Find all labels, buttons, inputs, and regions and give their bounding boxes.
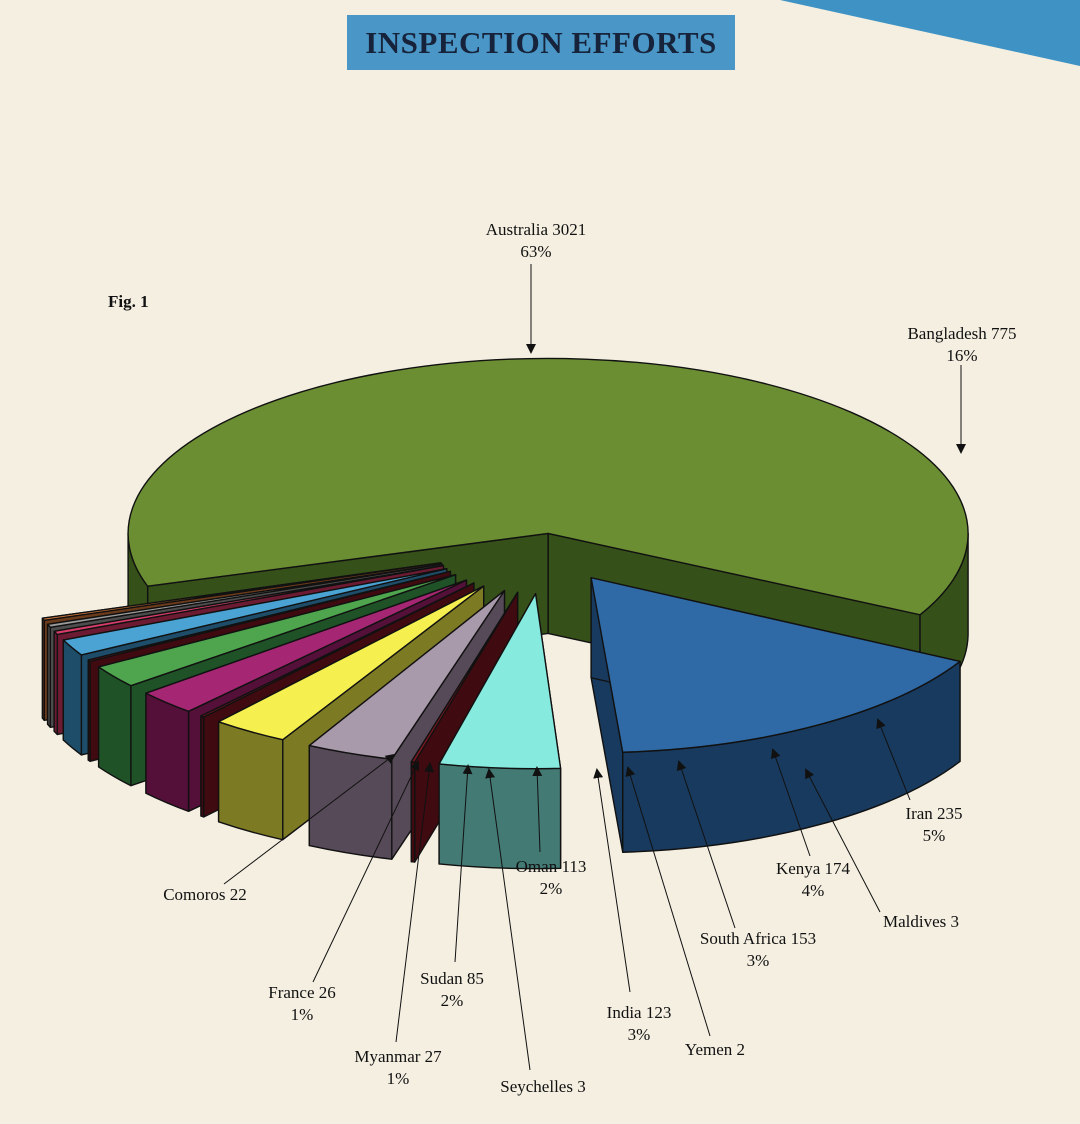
leader-arrow bbox=[593, 768, 631, 993]
slice-label-south-africa: South Africa 153 3% bbox=[676, 760, 816, 970]
slice-label-text: Myanmar 27 bbox=[354, 1047, 442, 1066]
slice-label-sudan: Sudan 85 2% bbox=[420, 764, 484, 1010]
slice-top bbox=[590, 577, 961, 753]
slice-label-comoros: Comoros 22 bbox=[163, 753, 396, 904]
slice-label-text: India 123 bbox=[607, 1003, 672, 1022]
slice-top bbox=[46, 563, 443, 628]
figure-label: Fig. 1 bbox=[108, 292, 149, 311]
slice-label-seychelles: Seychelles 3 bbox=[485, 768, 586, 1096]
slice-top bbox=[62, 567, 448, 656]
slice-label-myanmar: Myanmar 27 1% bbox=[354, 762, 442, 1088]
leader-arrow bbox=[805, 768, 881, 913]
slice-top bbox=[87, 570, 452, 662]
leader-arrow bbox=[454, 764, 473, 963]
slice-rim bbox=[46, 623, 52, 728]
slice-rim bbox=[410, 760, 416, 863]
corner-decoration bbox=[780, 0, 1080, 66]
slice-label-maldives: Maldives 3 bbox=[805, 768, 959, 931]
slice-percent-text: 1% bbox=[387, 1069, 410, 1088]
slice-label-text: Seychelles 3 bbox=[500, 1077, 585, 1096]
slice-label-text: Kenya 174 bbox=[776, 859, 851, 878]
leader-arrow bbox=[395, 762, 434, 1043]
slice-percent-text: 63% bbox=[520, 242, 551, 261]
leader-arrow bbox=[625, 766, 711, 1037]
leader-arrow bbox=[223, 753, 396, 885]
slice-label-oman: Oman 113 2% bbox=[516, 766, 587, 898]
slice-label-kenya: Kenya 174 4% bbox=[770, 748, 851, 900]
slice-top bbox=[200, 582, 475, 718]
page-title: INSPECTION EFFORTS bbox=[365, 24, 717, 60]
slice-percent-text: 2% bbox=[540, 879, 563, 898]
slice-rim bbox=[87, 659, 91, 762]
slice-top bbox=[97, 573, 457, 687]
slice-percent-text: 2% bbox=[441, 991, 464, 1010]
slice-label-yemen: Yemen 2 bbox=[625, 766, 745, 1059]
slice-label-text: Bangladesh 775 bbox=[907, 324, 1016, 343]
slice-label-text: Oman 113 bbox=[516, 857, 587, 876]
slice-top bbox=[217, 585, 485, 741]
leader-arrow bbox=[532, 766, 543, 853]
slice-top bbox=[438, 592, 562, 770]
slice-top bbox=[41, 562, 442, 622]
slice-percent-text: 4% bbox=[802, 881, 825, 900]
slice-rim bbox=[41, 617, 45, 722]
slice-percent-text: 16% bbox=[946, 346, 977, 365]
slice-top bbox=[127, 357, 969, 616]
leader-arrow bbox=[676, 760, 736, 929]
slice-label-australia: Australia 3021 63% bbox=[486, 220, 587, 354]
slice-label-text: South Africa 153 bbox=[700, 929, 816, 948]
slice-label-iran: Iran 235 5% bbox=[876, 718, 963, 845]
slice-rim bbox=[145, 692, 190, 813]
slice-label-france: France 26 1% bbox=[268, 760, 420, 1024]
slice-label-text: France 26 bbox=[268, 983, 336, 1002]
slice-rim bbox=[97, 666, 132, 787]
slice-label-text: Australia 3021 bbox=[486, 220, 587, 239]
leader-arrow bbox=[485, 768, 531, 1071]
slice-percent-text: 3% bbox=[747, 951, 770, 970]
slice-label-text: Iran 235 bbox=[905, 804, 962, 823]
slice-label-text: Maldives 3 bbox=[883, 912, 959, 931]
slice-rim bbox=[200, 715, 205, 818]
slice-rim bbox=[217, 721, 284, 841]
leader-arrow bbox=[770, 748, 811, 857]
leader-arrow bbox=[876, 718, 911, 801]
slice-label-india: India 123 3% bbox=[593, 768, 672, 1044]
slice-rim bbox=[62, 639, 83, 756]
slice-top bbox=[53, 564, 445, 636]
slice-label-text: Yemen 2 bbox=[685, 1040, 745, 1059]
leader-arrow bbox=[312, 760, 420, 983]
slice-percent-text: 3% bbox=[628, 1025, 651, 1044]
pie-slice-bangladesh bbox=[590, 577, 961, 853]
slice-label-text: Comoros 22 bbox=[163, 885, 247, 904]
slice-rim bbox=[53, 630, 59, 736]
slice-label-bangladesh: Bangladesh 775 16% bbox=[907, 324, 1017, 454]
pie-slice-iran bbox=[438, 592, 562, 870]
slice-percent-text: 1% bbox=[291, 1005, 314, 1024]
title-banner: INSPECTION EFFORTS bbox=[347, 15, 735, 70]
slice-percent-text: 5% bbox=[923, 826, 946, 845]
slice-label-text: Sudan 85 bbox=[420, 969, 484, 988]
slice-top bbox=[145, 579, 468, 713]
